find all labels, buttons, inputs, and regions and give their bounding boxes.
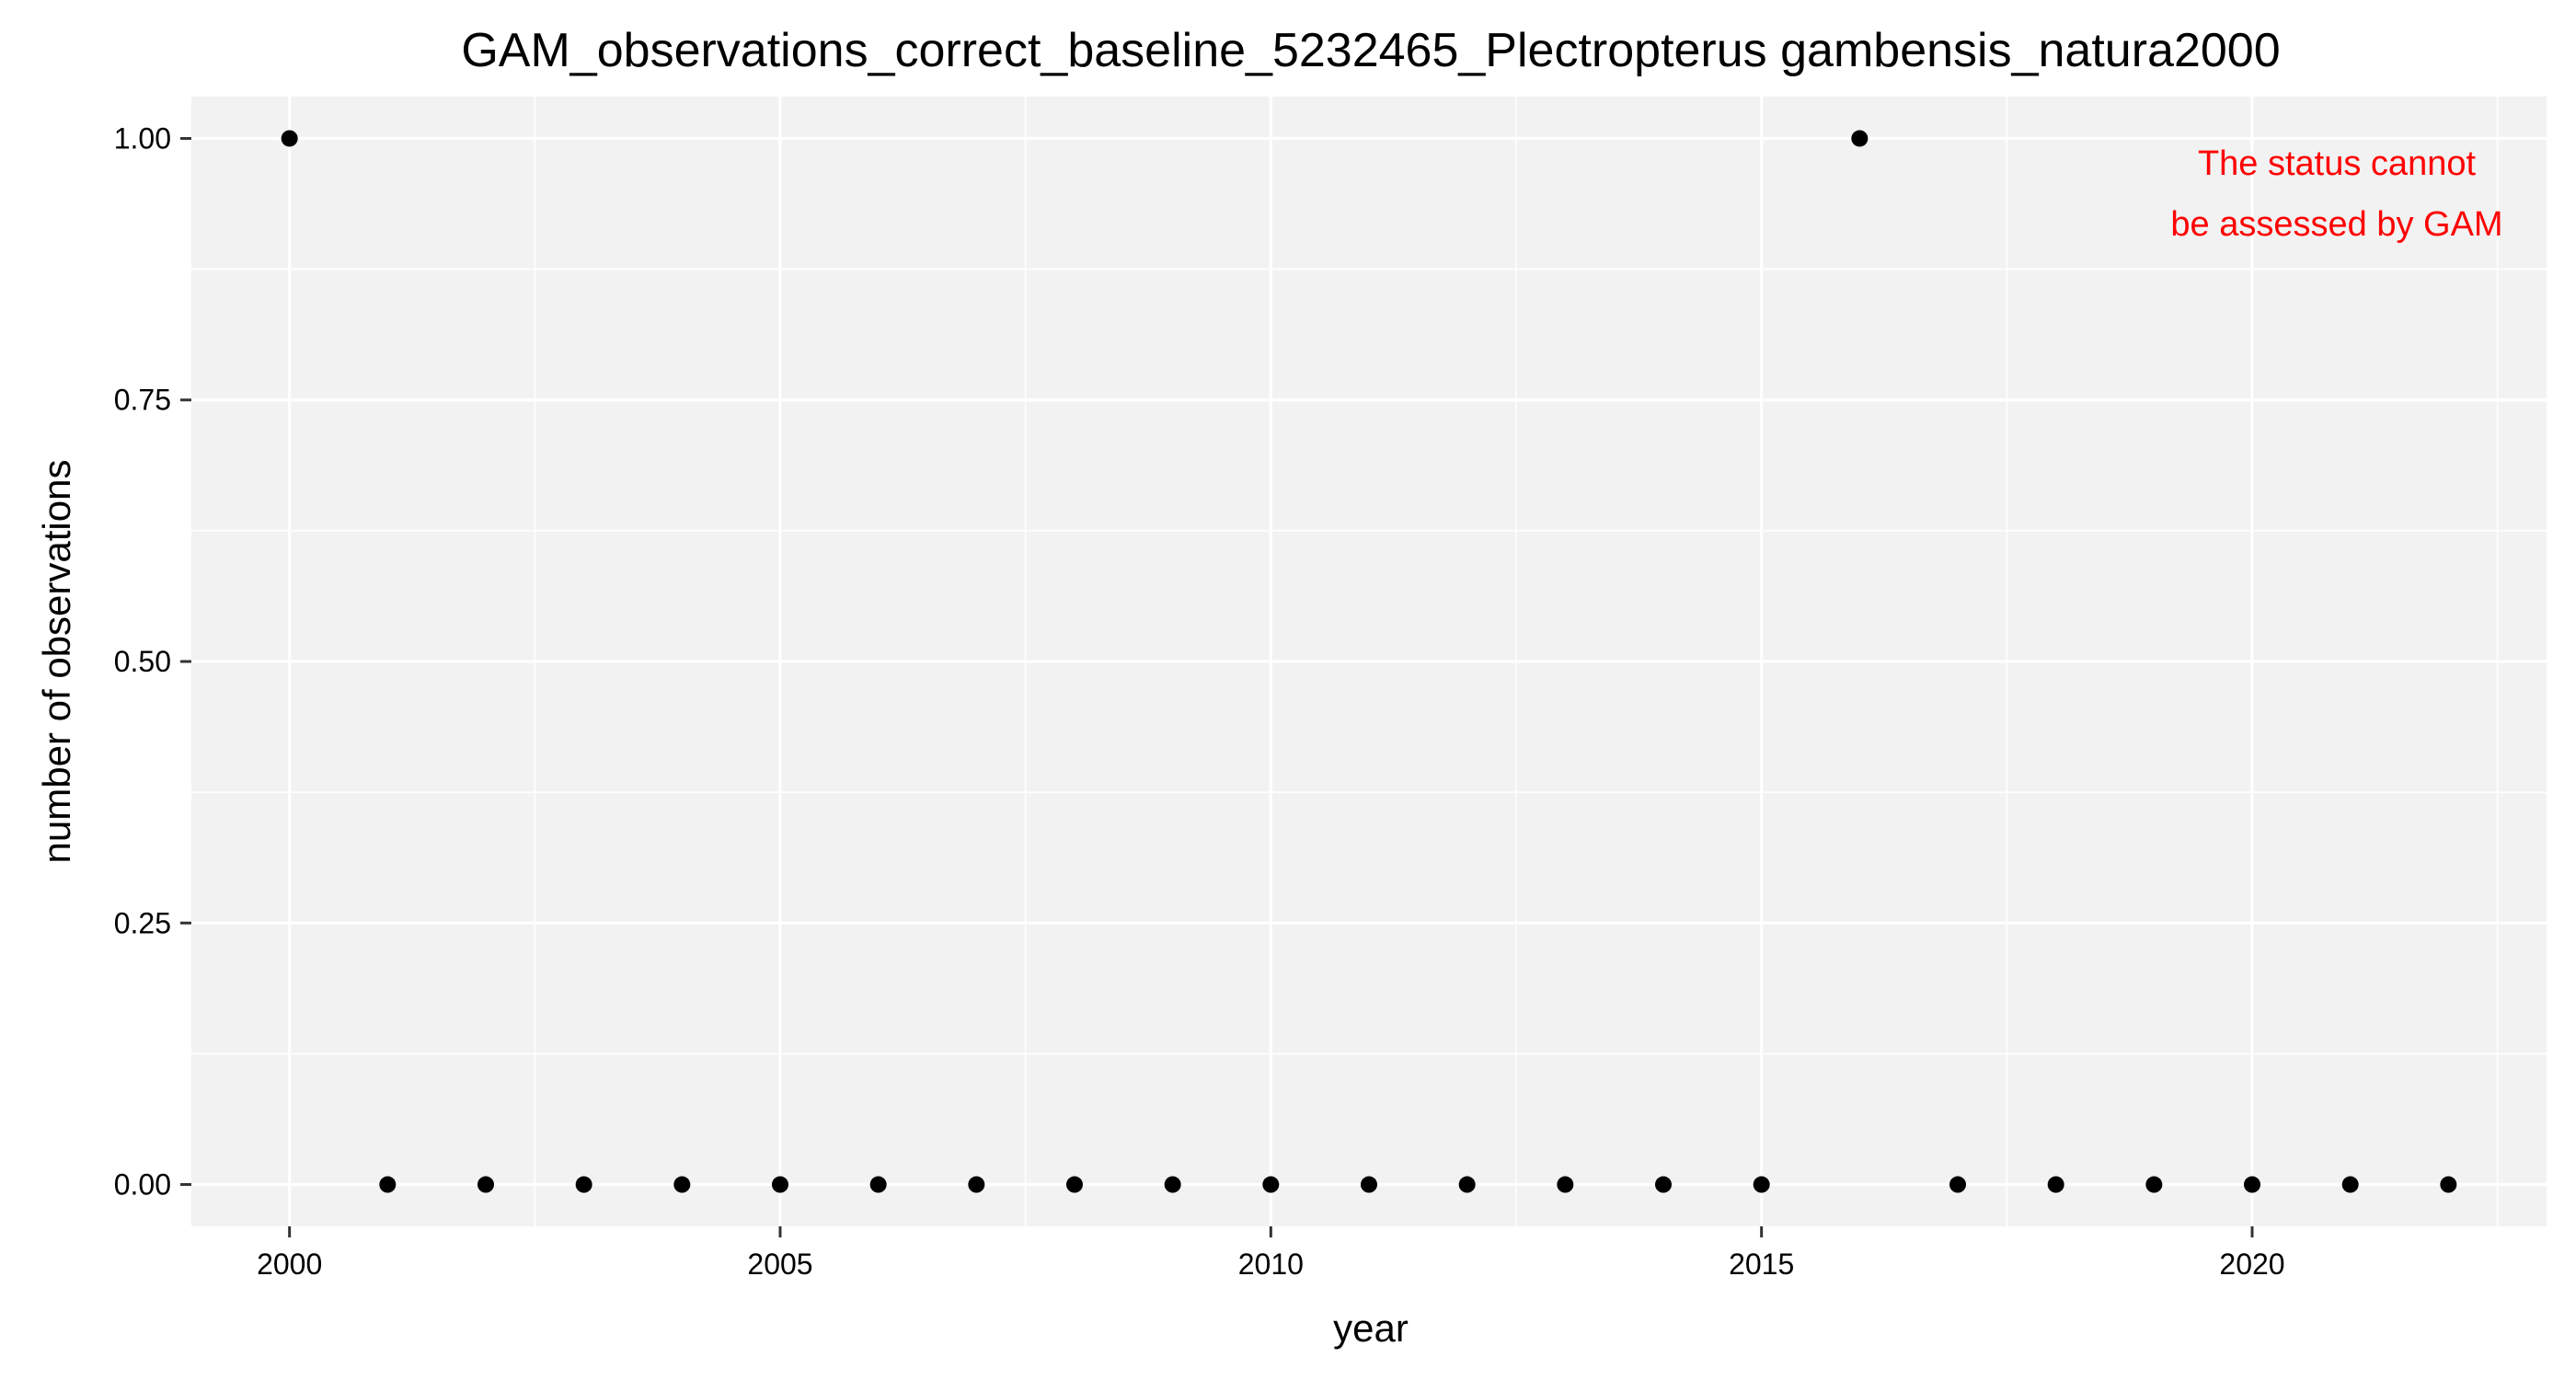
data-point-2014: [1655, 1176, 1672, 1193]
data-point-2001: [379, 1176, 397, 1193]
annotation-line-2: be assessed by GAM: [2170, 205, 2502, 244]
data-point-2011: [1361, 1176, 1377, 1193]
y-tick-label-0: 0.00: [114, 1168, 171, 1202]
data-point-2000: [281, 130, 298, 147]
chart-title: GAM_observations_correct_baseline_523246…: [461, 24, 2280, 77]
grid-minor: [191, 97, 2547, 1226]
data-point-2019: [2145, 1176, 2163, 1193]
y-tick-label-4: 1.00: [114, 121, 171, 155]
y-axis-title: number of observations: [35, 460, 78, 864]
data-point-2018: [2047, 1176, 2064, 1193]
x-tick-label-2: 2010: [1238, 1248, 1304, 1281]
data-point-2007: [968, 1176, 985, 1193]
data-point-2012: [1458, 1176, 1476, 1193]
data-point-2006: [869, 1176, 887, 1193]
data-point-2010: [1262, 1176, 1280, 1193]
x-tick-label-0: 2000: [257, 1248, 322, 1281]
x-tick-label-4: 2020: [2219, 1248, 2284, 1281]
data-point-2002: [477, 1176, 494, 1193]
y-axis: 0.00 0.25 0.50 0.75 1.00: [114, 121, 191, 1202]
data-point-2008: [1066, 1176, 1083, 1193]
x-tick-label-3: 2015: [1729, 1248, 1794, 1281]
annotation-line-1: The status cannot: [2198, 144, 2477, 183]
y-tick-label-2: 0.50: [114, 645, 171, 678]
y-tick-label-1: 0.25: [114, 906, 171, 939]
data-point-2021: [2341, 1176, 2359, 1193]
data-point-2016: [1851, 130, 1869, 147]
status-annotation: The status cannot be assessed by GAM: [2170, 144, 2502, 244]
data-point-2009: [1164, 1176, 1181, 1193]
data-point-2013: [1557, 1176, 1574, 1193]
data-point-2015: [1753, 1176, 1770, 1193]
data-point-2020: [2244, 1176, 2260, 1193]
data-point-2022: [2440, 1176, 2457, 1193]
data-points: [281, 130, 2457, 1193]
data-point-2017: [1949, 1176, 1966, 1193]
x-axis-title: year: [1333, 1306, 1409, 1350]
data-point-2003: [575, 1176, 592, 1193]
data-point-2005: [772, 1176, 788, 1193]
x-tick-label-1: 2005: [747, 1248, 812, 1281]
y-tick-label-3: 0.75: [114, 384, 171, 417]
data-point-2004: [673, 1176, 691, 1193]
x-axis: 2000 2005 2010 2015 2020: [257, 1226, 2285, 1281]
